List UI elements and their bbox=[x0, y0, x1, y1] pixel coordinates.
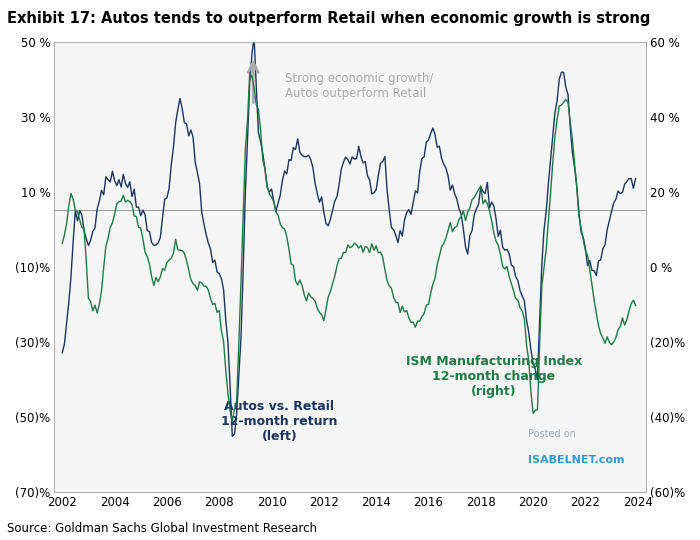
Text: ISABELNET.com: ISABELNET.com bbox=[528, 455, 624, 465]
Text: ISM Manufacturing Index
12-month change
(right): ISM Manufacturing Index 12-month change … bbox=[406, 355, 582, 398]
Text: Strong economic growth/
Autos outperform Retail: Strong economic growth/ Autos outperform… bbox=[285, 72, 433, 99]
Text: Source: Goldman Sachs Global Investment Research: Source: Goldman Sachs Global Investment … bbox=[7, 522, 317, 535]
Text: Autos vs. Retail
12-month return
(left): Autos vs. Retail 12-month return (left) bbox=[221, 400, 337, 443]
Text: Posted on: Posted on bbox=[528, 429, 575, 439]
Text: Exhibit 17: Autos tends to outperform Retail when economic growth is strong: Exhibit 17: Autos tends to outperform Re… bbox=[7, 11, 650, 26]
